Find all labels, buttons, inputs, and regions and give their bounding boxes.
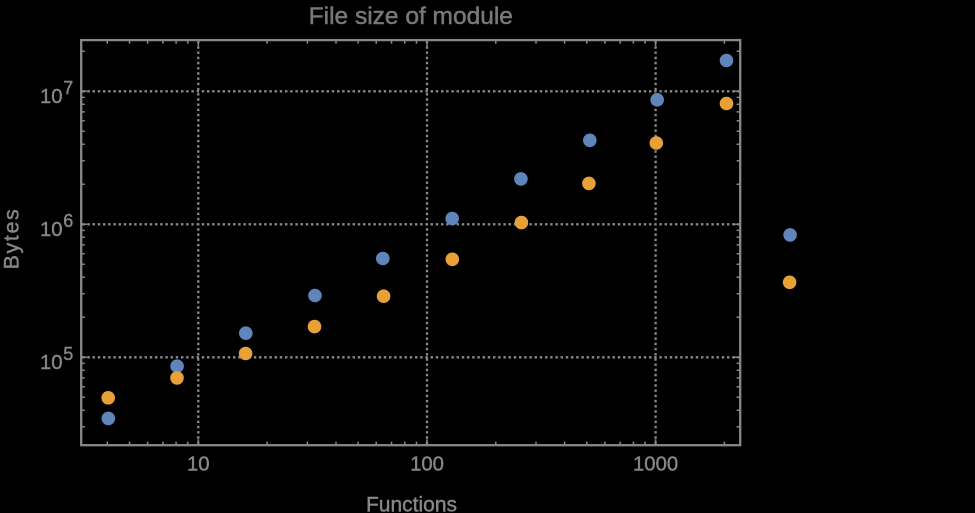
svg-text:File size of module: File size of module xyxy=(309,3,513,30)
svg-text:10: 10 xyxy=(40,86,63,108)
svg-text:6: 6 xyxy=(63,211,73,231)
svg-text:Bytes: Bytes xyxy=(0,208,24,270)
svg-text:10: 10 xyxy=(40,352,63,374)
svg-text:10: 10 xyxy=(40,219,63,241)
svg-text:100: 100 xyxy=(410,454,444,476)
svg-text:1000: 1000 xyxy=(633,454,678,476)
svg-text:7: 7 xyxy=(63,78,73,98)
svg-text:10: 10 xyxy=(187,454,210,476)
svg-text:Functions: Functions xyxy=(366,494,457,513)
svg-text:5: 5 xyxy=(63,344,73,364)
